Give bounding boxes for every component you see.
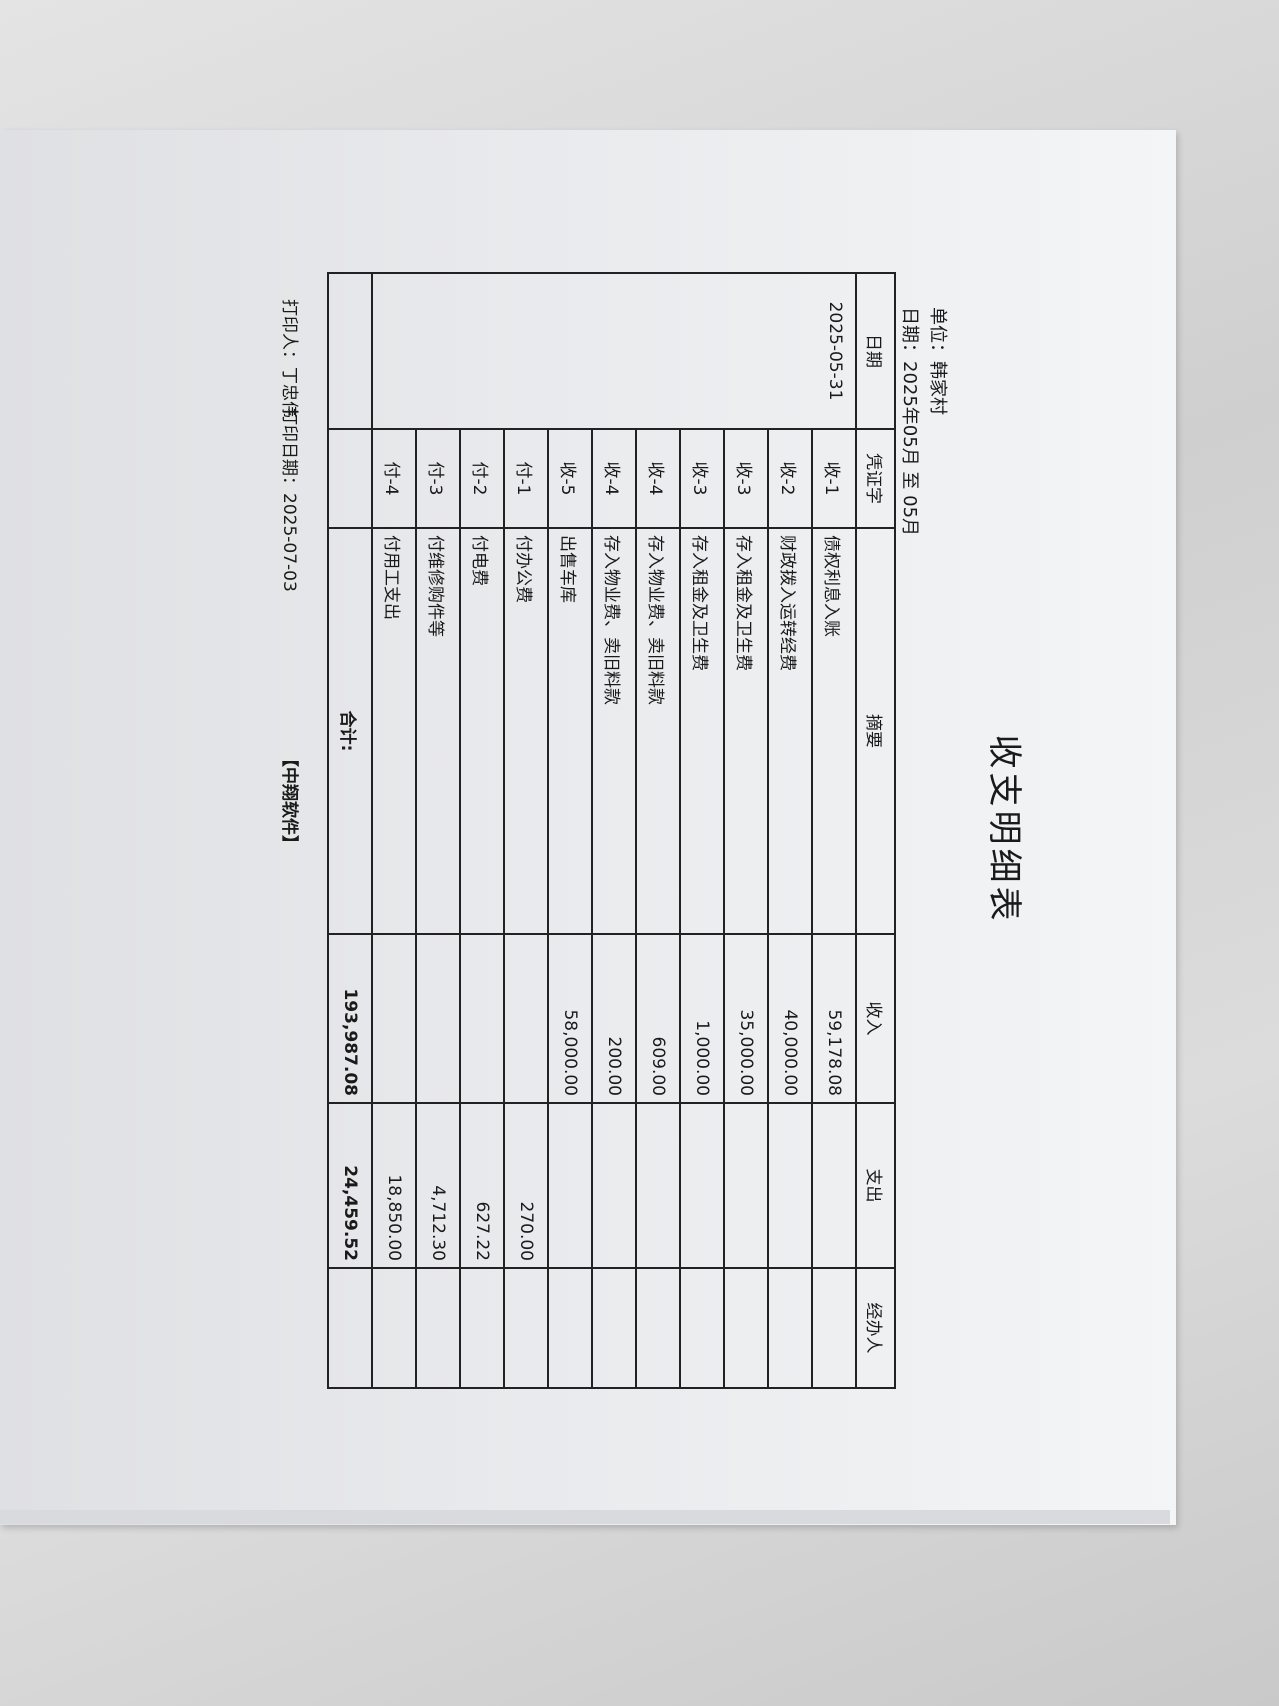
ledger-table: 日期 凭证字 摘要 收入 支出 经办人 2025-05-31 收-1 债权利息入账 5… — [327, 272, 896, 1389]
table-row: 付-3 付维修购件等 4,712.30 — [416, 273, 460, 1388]
table-row: 付-4 付用工支出 18,850.00 — [372, 273, 416, 1388]
income-cell: 200.00 — [592, 934, 636, 1103]
handler-cell — [460, 1268, 504, 1388]
table-row: 收-3 存入租金及卫生费 35,000.00 — [724, 273, 768, 1388]
empty-cell — [328, 1268, 372, 1388]
summary-cell: 出售车库 — [548, 528, 592, 934]
summary-cell: 存入租金及卫生费 — [724, 528, 768, 934]
print-date-label: 打印日期：2025-07-03 — [279, 408, 299, 592]
date-cell: 2025-05-31 — [372, 273, 856, 429]
header-row: 日期 凭证字 摘要 收入 支出 经办人 — [856, 273, 895, 1388]
income-cell: 609.00 — [636, 934, 680, 1103]
expense-cell: 627.22 — [460, 1103, 504, 1268]
summary-cell: 财政拨入运转经费 — [768, 528, 812, 934]
col-date: 日期 — [856, 273, 895, 429]
summary-cell: 付用工支出 — [372, 528, 416, 934]
summary-cell: 付办公费 — [504, 528, 548, 934]
expense-cell — [768, 1103, 812, 1268]
voucher-cell: 收-4 — [636, 429, 680, 528]
col-voucher: 凭证字 — [856, 429, 895, 528]
voucher-cell: 收-2 — [768, 429, 812, 528]
handler-cell — [636, 1268, 680, 1388]
col-handler: 经办人 — [856, 1268, 895, 1388]
document: 收支明细表 单位：韩家村 日期：2025年05月 至 05月 日期 凭证字 摘要… — [260, 272, 1040, 1389]
voucher-cell: 收-3 — [724, 429, 768, 528]
table-row: 2025-05-31 收-1 债权利息入账 59,178.08 — [372, 273, 856, 1388]
col-income: 收入 — [856, 934, 895, 1103]
printer-label: 打印人：丁忠伟 — [279, 299, 299, 418]
income-cell: 1,000.00 — [680, 934, 724, 1103]
empty-cell — [328, 273, 372, 429]
table-row: 付-1 付办公费 270.00 — [504, 273, 548, 1388]
handler-cell — [504, 1268, 548, 1388]
income-cell: 35,000.00 — [724, 934, 768, 1103]
expense-cell: 270.00 — [504, 1103, 548, 1268]
income-cell — [460, 934, 504, 1103]
unit-label: 单位：韩家村 — [927, 307, 948, 415]
voucher-cell: 付-2 — [460, 429, 504, 528]
summary-cell: 存入租金及卫生费 — [680, 528, 724, 934]
voucher-cell: 付-3 — [416, 429, 460, 528]
voucher-cell: 付-1 — [504, 429, 548, 528]
handler-cell — [680, 1268, 724, 1388]
handler-cell — [724, 1268, 768, 1388]
total-income: 193,987.08 — [328, 934, 372, 1103]
total-label: 合计: — [328, 528, 372, 934]
paper-stack-edge — [0, 1510, 1170, 1524]
paper-sheet — [0, 130, 1176, 1525]
expense-cell — [812, 1103, 856, 1268]
income-cell: 59,178.08 — [812, 934, 856, 1103]
summary-cell: 付维修购件等 — [416, 528, 460, 934]
table-row: 收-4 存入物业费、卖旧料款 609.00 — [636, 273, 680, 1388]
voucher-cell: 收-5 — [548, 429, 592, 528]
summary-cell: 债权利息入账 — [812, 528, 856, 934]
total-expense: 24,459.52 — [328, 1103, 372, 1268]
income-cell: 40,000.00 — [768, 934, 812, 1103]
expense-cell — [592, 1103, 636, 1268]
table-row: 收-5 出售车库 58,000.00 — [548, 273, 592, 1388]
document-title: 收支明细表 — [984, 734, 1024, 925]
software-label: 【中翔软件】 — [279, 750, 299, 852]
expense-cell: 18,850.00 — [372, 1103, 416, 1268]
income-cell: 58,000.00 — [548, 934, 592, 1103]
expense-cell — [636, 1103, 680, 1268]
table-row: 收-3 存入租金及卫生费 1,000.00 — [680, 273, 724, 1388]
expense-cell — [724, 1103, 768, 1268]
voucher-cell: 收-3 — [680, 429, 724, 528]
table-row: 收-2 财政拨入运转经费 40,000.00 — [768, 273, 812, 1388]
handler-cell — [548, 1268, 592, 1388]
period-label: 日期：2025年05月 至 05月 — [899, 307, 920, 537]
income-cell — [372, 934, 416, 1103]
col-expense: 支出 — [856, 1103, 895, 1268]
voucher-cell: 收-1 — [812, 429, 856, 528]
income-cell — [416, 934, 460, 1103]
income-cell — [504, 934, 548, 1103]
summary-cell: 存入物业费、卖旧料款 — [592, 528, 636, 934]
summary-cell: 付电费 — [460, 528, 504, 934]
table-row: 付-2 付电费 627.22 — [460, 273, 504, 1388]
handler-cell — [372, 1268, 416, 1388]
summary-cell: 存入物业费、卖旧料款 — [636, 528, 680, 934]
total-row: 合计: 193,987.08 24,459.52 — [328, 273, 372, 1388]
handler-cell — [416, 1268, 460, 1388]
col-summary: 摘要 — [856, 528, 895, 934]
voucher-cell: 收-4 — [592, 429, 636, 528]
voucher-cell: 付-4 — [372, 429, 416, 528]
table-row: 收-4 存入物业费、卖旧料款 200.00 — [592, 273, 636, 1388]
expense-cell: 4,712.30 — [416, 1103, 460, 1268]
handler-cell — [768, 1268, 812, 1388]
handler-cell — [592, 1268, 636, 1388]
expense-cell — [548, 1103, 592, 1268]
handler-cell — [812, 1268, 856, 1388]
empty-cell — [328, 429, 372, 528]
expense-cell — [680, 1103, 724, 1268]
